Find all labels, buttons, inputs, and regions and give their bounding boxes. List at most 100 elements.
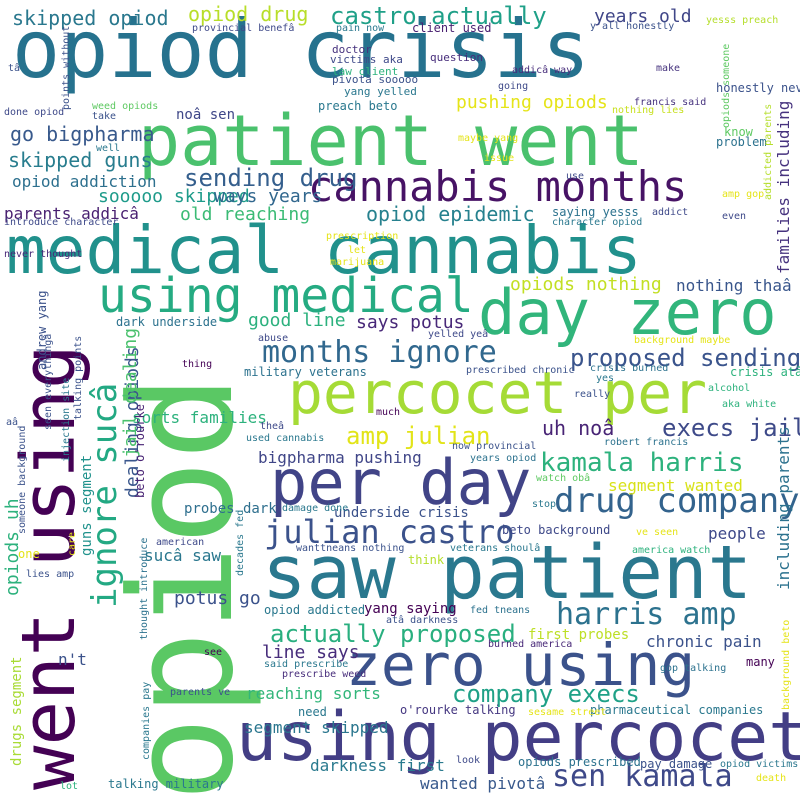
- word-done-opiod: done opiod: [4, 107, 65, 118]
- word-let: let: [348, 245, 367, 256]
- word-old-reaching: old reaching: [180, 204, 311, 225]
- word-ta: tâ: [8, 63, 21, 74]
- word-company-execs: company execs: [452, 680, 640, 708]
- word-client-used: client used: [412, 21, 492, 35]
- word-background-maybe: background maybe: [634, 335, 731, 346]
- word-parents-addica: parents addicâ: [4, 204, 139, 223]
- word-points-without: points without: [61, 25, 72, 110]
- word-potus-go: potus go: [174, 588, 261, 609]
- word-using-percocet: using percocet: [236, 698, 800, 777]
- word-drug-company: drug company: [554, 481, 800, 521]
- word-see: see: [204, 647, 223, 658]
- word-patient-went: patient went: [138, 100, 644, 182]
- word-pivota-sooooo: pivotâ sooooo: [332, 73, 419, 86]
- word-cannabis-months: cannabis months: [308, 162, 688, 211]
- word-underside-crisis: underside crisis: [334, 505, 469, 521]
- word-law-client: law client: [332, 65, 399, 78]
- word-says-potus: says potus: [356, 312, 465, 333]
- word-go-bigpharma: go bigpharma: [10, 122, 155, 146]
- word-harris-amp: harris amp: [556, 597, 737, 632]
- word-beto-background: beto background: [502, 523, 611, 537]
- word-skipped-opiod: skipped opiod: [12, 6, 169, 30]
- word-background-beto: background beto: [781, 619, 792, 710]
- word-thea: theâ: [260, 421, 285, 432]
- word-maybe-yang: maybe yang: [458, 133, 519, 144]
- word-much: much: [376, 407, 401, 418]
- word-robert-francis: robert francis: [604, 437, 689, 448]
- word-lot: lot: [60, 781, 79, 792]
- word-months-ignore: months ignore: [262, 335, 497, 370]
- word-take: take: [92, 111, 117, 122]
- word-percocet-per: percocet per: [288, 359, 708, 427]
- word-said-prescribe: said prescribe: [264, 659, 349, 670]
- word-look: look: [456, 755, 481, 766]
- word-even: even: [722, 211, 747, 222]
- word-thing: thing: [182, 359, 213, 370]
- word-know: know: [724, 125, 753, 139]
- word-marijuana: marijuana: [330, 257, 385, 268]
- word-sending-drug: sending drug: [184, 164, 358, 192]
- word-prescribe-weed: prescribe weed: [282, 669, 367, 680]
- word-now-provincial: now provincial: [452, 441, 537, 452]
- word-opiods-nothing: opiods nothing: [510, 274, 662, 295]
- word-nothing-thaa: nothing thaâ: [676, 276, 792, 295]
- word-addicted-parents: addicted parents: [763, 103, 774, 200]
- word-stop: stop: [532, 499, 557, 510]
- word-dark-underside: dark underside: [116, 315, 218, 329]
- word-talking-military: talking military: [108, 777, 224, 791]
- word-darkness-first: darkness first: [310, 756, 445, 775]
- word-weed-opiods: weed opiods: [92, 101, 159, 112]
- word-introduce-character: introduce character: [4, 217, 119, 228]
- word-ways-years: ways years: [214, 186, 323, 207]
- word-years-old: years old: [594, 6, 692, 27]
- word-doctor: doctor: [332, 43, 372, 56]
- word-alcohol: alcohol: [708, 383, 751, 394]
- word-lies-amp: lies amp: [26, 569, 75, 580]
- word-per-day: per day: [270, 446, 532, 519]
- word-opiods-prescribed: opiods prescribed: [518, 755, 641, 769]
- word-orourke-talking: o'rourke talking: [400, 703, 516, 717]
- word-honestly-never: honestly never: [716, 81, 800, 95]
- word-opiod-crisis: opiod crisis: [12, 3, 590, 96]
- word-proposed-sending: proposed sending: [570, 344, 800, 372]
- word-ata-darkness: atâ darkness: [386, 615, 459, 626]
- word-well: well: [96, 143, 121, 154]
- word-pharmaceutical-companies: pharmaceutical companies: [590, 703, 764, 717]
- word-actually-proposed: actually proposed: [270, 620, 516, 648]
- word-sorts-families: sorts families: [132, 408, 267, 427]
- word-injection-site: injection site: [61, 377, 72, 462]
- word-never-thought: never thought: [4, 249, 83, 260]
- word-problem: problem: [716, 135, 767, 149]
- word-question: question: [430, 51, 483, 64]
- word-sooooo-skipped: sooooo skipped: [98, 186, 250, 207]
- word-zero-using: zero using: [346, 631, 696, 699]
- word-amp-julian: amp julian: [346, 422, 491, 450]
- word-sesame-street: sesame street: [528, 707, 607, 718]
- word-provincial-benefa: provincial benefâ: [192, 23, 295, 34]
- word-death: death: [756, 773, 787, 784]
- word-opiod-addiction: opiod addiction: [12, 172, 157, 191]
- word-opiod-addicted: opiod addicted: [264, 603, 366, 617]
- word-addict: addict: [652, 207, 689, 218]
- word-going: going: [498, 81, 529, 92]
- word-pay-damage: pay damage: [640, 757, 713, 771]
- word-yelled-yea: yelled yeâ: [428, 329, 489, 340]
- word-medical-cannabis: medical cannabis: [6, 212, 642, 289]
- word-including-parents: including parents: [774, 426, 793, 590]
- word-saying-yesss: saying yesss: [552, 205, 639, 219]
- word-saw-patient: saw patient: [262, 530, 753, 616]
- word-military-veterans: military veterans: [244, 365, 367, 379]
- word-line-says: line says: [262, 642, 360, 663]
- word-guns-segment: guns segment: [79, 454, 95, 556]
- word-castro-actually: castro actually: [330, 2, 547, 30]
- word-burned-america: burned america: [488, 639, 573, 650]
- word-ve-seen: ve seen: [636, 527, 679, 538]
- word-need: need: [298, 705, 327, 719]
- word-preach-beto: preach beto: [318, 99, 398, 113]
- word-use: use: [566, 171, 585, 182]
- word-crisis-burned: crisis burned: [590, 363, 669, 374]
- word-opiod-epidemic: opiod epidemic: [366, 202, 535, 226]
- word-skipped-guns: skipped guns: [8, 148, 153, 172]
- word-opiod-drug: opiod drug: [188, 2, 309, 26]
